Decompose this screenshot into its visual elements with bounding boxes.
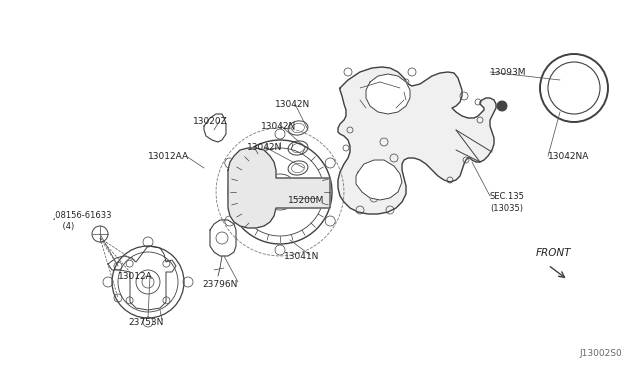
Text: 23796N: 23796N	[202, 280, 237, 289]
Text: 13041N: 13041N	[284, 252, 319, 261]
Text: 13042N: 13042N	[247, 143, 282, 152]
Text: 23753N: 23753N	[128, 318, 163, 327]
Polygon shape	[366, 74, 410, 114]
Text: 13042N: 13042N	[261, 122, 296, 131]
Polygon shape	[338, 67, 496, 214]
Circle shape	[497, 101, 507, 111]
Polygon shape	[228, 148, 330, 228]
Text: FRONT: FRONT	[536, 248, 572, 258]
Text: J13002S0: J13002S0	[579, 349, 622, 358]
Text: ¸08156-61633: ¸08156-61633	[52, 210, 113, 219]
Text: 13020Z: 13020Z	[193, 117, 228, 126]
Text: 13093M: 13093M	[490, 68, 527, 77]
Polygon shape	[356, 160, 402, 200]
Text: 13012AA: 13012AA	[148, 152, 189, 161]
Text: 15200M: 15200M	[288, 196, 324, 205]
Text: 13012A: 13012A	[118, 272, 153, 281]
Text: 13042N: 13042N	[275, 100, 310, 109]
Text: SEC.135: SEC.135	[490, 192, 525, 201]
Text: (4): (4)	[52, 222, 74, 231]
Text: 13042NA: 13042NA	[548, 152, 589, 161]
Text: (13035): (13035)	[490, 204, 523, 213]
